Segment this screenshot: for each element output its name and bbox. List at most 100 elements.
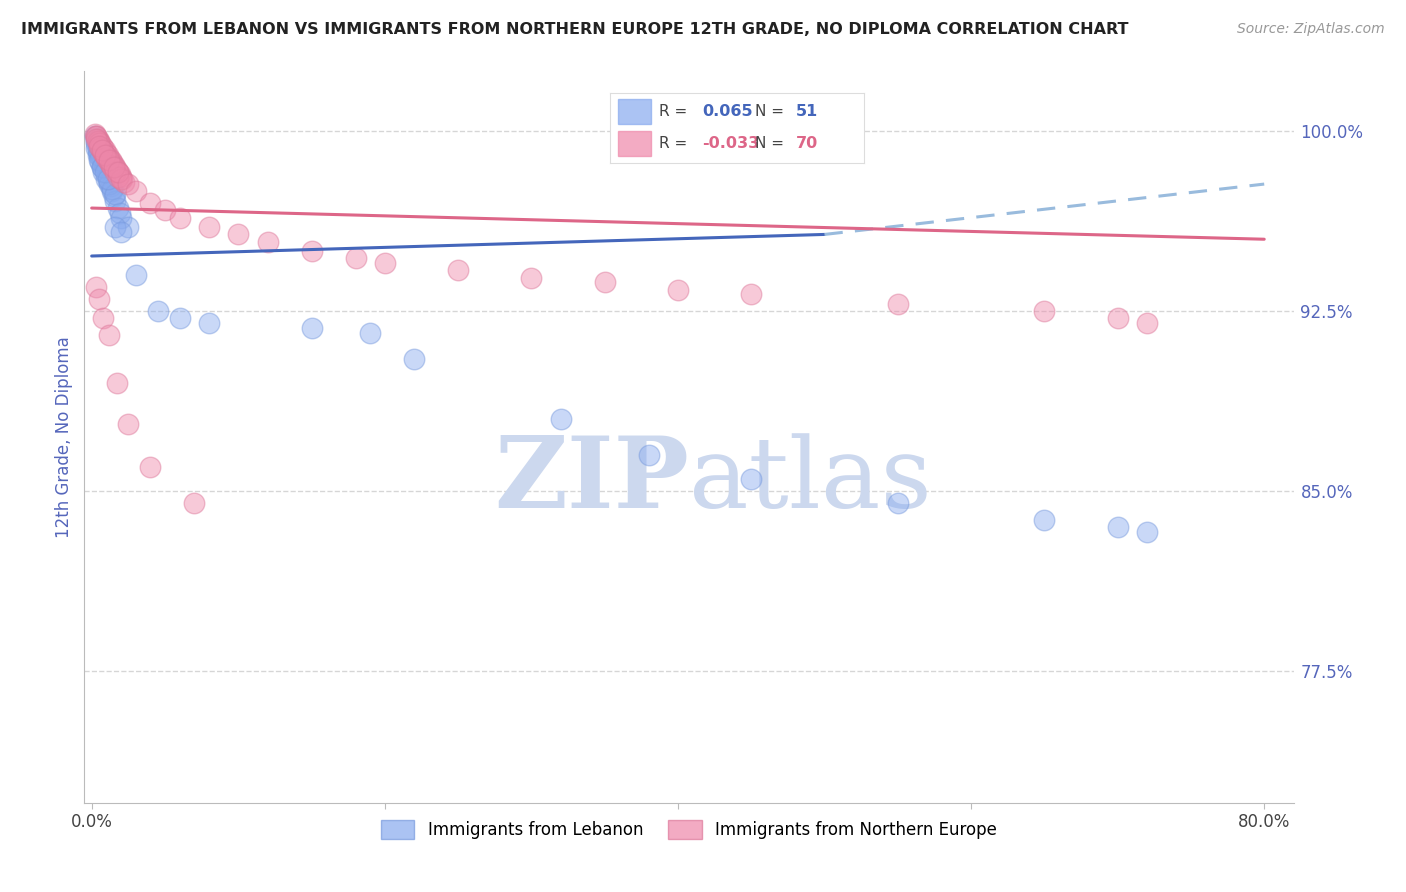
Point <box>83 127 105 141</box>
Point <box>100 158 122 172</box>
Point <box>101 182 124 196</box>
Point <box>91 144 114 158</box>
Point <box>86 134 108 148</box>
Point <box>86 148 108 162</box>
Point <box>887 297 910 311</box>
Text: atlas: atlas <box>689 434 932 529</box>
Point <box>226 227 249 242</box>
Point <box>89 141 111 155</box>
Point <box>93 145 115 160</box>
Point <box>107 165 129 179</box>
Point <box>110 172 132 186</box>
Point <box>169 211 191 225</box>
Point <box>84 280 107 294</box>
Point <box>740 472 762 486</box>
Point <box>110 211 132 225</box>
Point <box>94 165 117 179</box>
Point <box>108 168 131 182</box>
Point <box>93 141 115 155</box>
Point <box>96 172 118 186</box>
Point <box>98 151 121 165</box>
Point <box>91 138 114 153</box>
Point <box>104 165 127 179</box>
Point <box>104 220 127 235</box>
Point <box>169 311 191 326</box>
Point <box>105 376 128 391</box>
Point <box>96 145 118 160</box>
Point <box>1107 520 1129 534</box>
Point <box>198 220 221 235</box>
Text: IMMIGRANTS FROM LEBANON VS IMMIGRANTS FROM NORTHERN EUROPE 12TH GRADE, NO DIPLOM: IMMIGRANTS FROM LEBANON VS IMMIGRANTS FR… <box>21 22 1129 37</box>
Y-axis label: 12th Grade, No Diploma: 12th Grade, No Diploma <box>55 336 73 538</box>
Point <box>91 153 114 167</box>
Point <box>98 155 121 169</box>
Point <box>1107 311 1129 326</box>
Point <box>301 244 323 259</box>
Point <box>153 203 176 218</box>
Point <box>86 144 108 158</box>
Point <box>110 169 132 184</box>
Point <box>94 148 117 162</box>
Point <box>84 136 107 151</box>
Point <box>105 162 128 177</box>
Point <box>97 172 120 186</box>
Legend: Immigrants from Lebanon, Immigrants from Northern Europe: Immigrants from Lebanon, Immigrants from… <box>374 814 1004 846</box>
Point <box>124 268 146 283</box>
Point <box>87 292 110 306</box>
Point <box>107 169 129 184</box>
Point <box>124 184 146 198</box>
Point <box>86 141 108 155</box>
Point <box>91 161 114 175</box>
Point <box>101 155 124 169</box>
Point <box>101 161 124 175</box>
Point <box>84 141 107 155</box>
Point <box>107 201 129 215</box>
Point <box>103 189 125 203</box>
Point <box>111 172 134 186</box>
Point <box>93 311 115 326</box>
Point <box>112 175 135 189</box>
Point <box>87 138 110 153</box>
Point <box>84 129 107 144</box>
Point <box>87 134 110 148</box>
Point <box>98 177 121 191</box>
Point <box>740 287 762 301</box>
Point <box>198 316 221 330</box>
Point <box>84 129 107 144</box>
Point <box>94 161 117 175</box>
Point <box>84 134 107 148</box>
Point <box>301 321 323 335</box>
Point <box>108 206 131 220</box>
Point <box>139 196 162 211</box>
Point <box>89 136 111 151</box>
Point <box>359 326 381 340</box>
Point <box>103 161 125 175</box>
Point <box>101 184 124 198</box>
Point <box>146 304 169 318</box>
Point <box>637 448 659 462</box>
Text: ZIP: ZIP <box>494 433 689 530</box>
Point <box>97 148 120 162</box>
Point <box>256 235 278 249</box>
Point <box>87 145 110 160</box>
Point <box>98 328 121 343</box>
Point <box>86 131 108 145</box>
Point <box>117 417 139 431</box>
Point <box>87 148 110 162</box>
Point <box>1033 304 1056 318</box>
Point <box>94 144 117 158</box>
Point <box>593 276 616 290</box>
Point <box>98 175 121 189</box>
Point <box>107 165 129 179</box>
Point <box>96 151 118 165</box>
Point <box>1033 513 1056 527</box>
Point <box>520 270 543 285</box>
Point <box>89 148 111 162</box>
Point <box>550 412 572 426</box>
Point <box>96 165 118 179</box>
Point <box>404 352 426 367</box>
Point <box>93 165 115 179</box>
Point <box>117 220 139 235</box>
Point <box>183 496 205 510</box>
Point <box>91 161 114 175</box>
